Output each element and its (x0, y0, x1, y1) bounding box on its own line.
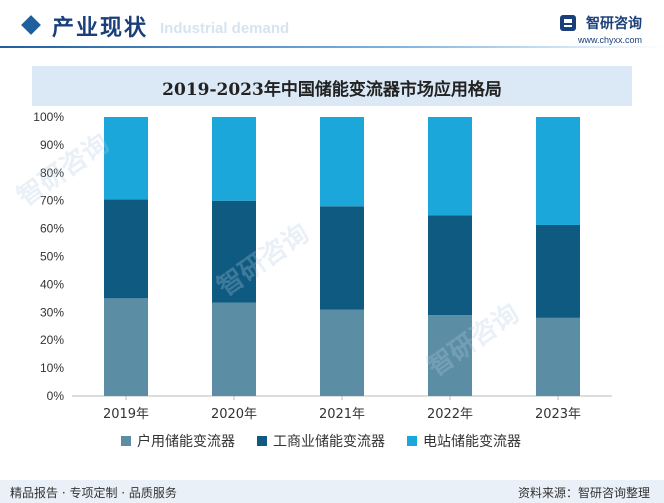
legend-label: 工商业储能变流器 (273, 434, 385, 450)
y-tick-label: 60% (40, 222, 64, 236)
legend-label: 户用储能变流器 (137, 433, 235, 450)
brand-name: 智研咨询 (586, 15, 642, 32)
legend-label: 电站储能变流器 (423, 434, 521, 450)
y-tick-label: 10% (40, 361, 64, 375)
bar-segment (536, 224, 580, 318)
section-subtitle: Industrial demand (160, 20, 290, 37)
bar-segment (104, 199, 148, 299)
footer-tagline: 精品报告 · 专项定制 · 品质服务 (10, 486, 177, 500)
stacked-bar-chart: 0% 10% 20% 30% 40% 50% 60% 70% 80% 90% 100% 2019年 20… (33, 110, 612, 450)
y-tick-label: 50% (40, 250, 64, 264)
footer-source: 资料来源：智研咨询整理 (517, 486, 650, 500)
bar-segment (320, 117, 364, 207)
y-tick-label: 80% (40, 166, 64, 180)
y-tick-label: 90% (40, 138, 64, 152)
bar-segment (428, 215, 472, 316)
bar-segment (212, 200, 256, 303)
bar-segment (428, 117, 472, 216)
bar-segment (212, 117, 256, 201)
brand-url: www.chyxx.com (577, 34, 642, 45)
legend-swatch (121, 436, 131, 446)
y-tick-label: 70% (40, 194, 64, 208)
bar-segment (212, 302, 256, 396)
bar-segment (428, 315, 472, 396)
bar-segment (536, 317, 580, 396)
x-tick-label: 2022年 (427, 407, 473, 422)
bar-segment (320, 309, 364, 396)
bar-segment (104, 298, 148, 396)
section-header: 产业现状 Industrial demand 智研咨询 www.chyxx.co… (0, 0, 664, 58)
y-tick-label: 40% (40, 277, 64, 291)
brand: 智研咨询 www.chyxx.com (559, 12, 642, 45)
y-tick-label: 20% (40, 333, 64, 347)
section-title: 产业现状 (52, 16, 149, 41)
bar-segment (320, 206, 364, 310)
x-tick-label: 2020年 (211, 407, 257, 422)
y-tick-label: 100% (33, 110, 64, 124)
x-tick-label: 2019年 (103, 407, 149, 422)
brand-logo-icon (559, 14, 576, 31)
legend-swatch (407, 436, 417, 446)
x-tick-label: 2021年 (319, 407, 365, 422)
y-tick-label: 30% (40, 305, 64, 319)
bar-segment (104, 117, 148, 200)
bar-segment (536, 117, 580, 225)
footer: 精品报告 · 专项定制 · 品质服务 资料来源：智研咨询整理 (0, 480, 664, 503)
legend-swatch (257, 436, 267, 446)
x-tick-label: 2023年 (535, 407, 581, 422)
y-tick-label: 0% (47, 389, 65, 403)
chart-title-band: 2019-2023年中国储能变流器市场应用格局 (32, 66, 632, 106)
header-divider (0, 46, 664, 48)
chart-title: 2019-2023年中国储能变流器市场应用格局 (162, 80, 502, 100)
